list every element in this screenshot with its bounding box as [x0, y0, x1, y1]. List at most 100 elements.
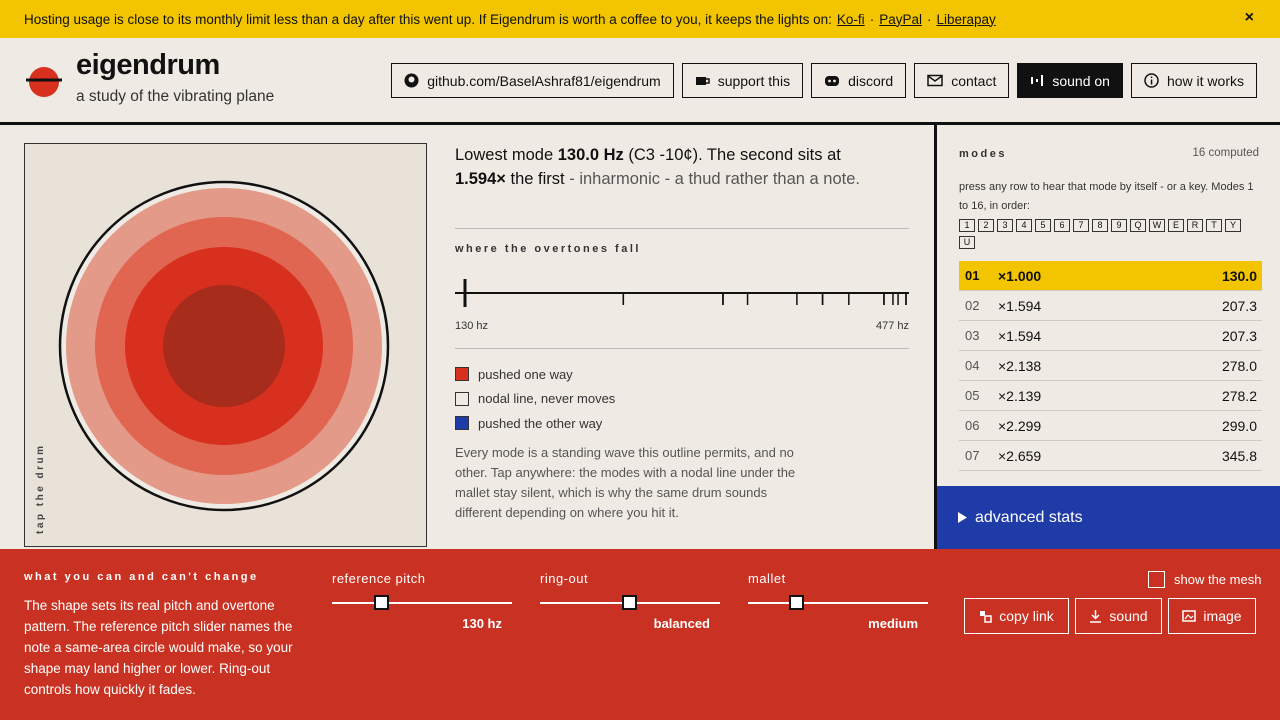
slider-thumb[interactable] [374, 595, 389, 610]
link[interactable]: PayPal [879, 11, 922, 27]
key[interactable]: 9 [1111, 219, 1127, 232]
slider[interactable]: mallet medium [748, 571, 928, 661]
nav-button[interactable]: support this [681, 63, 804, 98]
sound-button[interactable]: sound [1075, 598, 1162, 634]
key[interactable]: 7 [1073, 219, 1089, 232]
key[interactable]: Q [1130, 219, 1146, 232]
key[interactable]: 6 [1054, 219, 1070, 232]
mode-frequency: 207.3 [1221, 328, 1257, 344]
drum-canvas[interactable]: tap the drum [24, 143, 427, 547]
close-button[interactable]: × [1244, 9, 1254, 26]
controls-heading: what you can and can't change [24, 571, 259, 583]
modes-panel: modes 16 computed press any row to hear … [934, 125, 1280, 549]
legend-swatch [455, 416, 469, 431]
copy-link-button[interactable]: copy link [964, 598, 1069, 634]
legend-item: nodal line, never moves [455, 387, 615, 412]
image-button[interactable]: image [1168, 598, 1256, 634]
checkbox[interactable] [1148, 571, 1165, 588]
axis-max-label: 477 hz [876, 320, 909, 332]
button-label: sound [1109, 608, 1148, 624]
key[interactable]: U [959, 236, 975, 249]
slider-thumb[interactable] [789, 595, 804, 610]
icon [1182, 610, 1197, 622]
mode-number: 01 [965, 268, 980, 283]
slider[interactable]: ring-out balanced [540, 571, 720, 661]
mode-row[interactable]: 04 ×2.138 278.0 [959, 351, 1262, 381]
banner: Hosting usage is close to its monthly li… [0, 0, 1280, 38]
mode-number: 07 [965, 448, 980, 463]
mode-row[interactable]: 07 ×2.659 345.8 [959, 441, 1262, 471]
mode-ratio: ×2.299 [998, 418, 1042, 434]
key[interactable]: 8 [1092, 219, 1108, 232]
advanced-stats[interactable]: advanced stats [937, 486, 1280, 549]
icon [695, 77, 710, 85]
mode-ring [163, 285, 285, 407]
mode-ratio: ×1.000 [998, 268, 1042, 284]
app-subtitle: a study of the vibrating plane [76, 88, 275, 105]
mode-row[interactable]: 05 ×2.139 278.2 [959, 381, 1262, 411]
key[interactable]: 5 [1035, 219, 1051, 232]
nav-button[interactable]: contact [914, 63, 1010, 98]
nav-label: discord [848, 72, 894, 89]
link[interactable]: Liberapay [936, 11, 996, 27]
key[interactable]: 4 [1016, 219, 1032, 232]
key[interactable]: 2 [978, 219, 994, 232]
button-label: copy link [999, 608, 1054, 624]
legend-label: pushed one way [478, 366, 573, 382]
checkbox-label: show the mesh [1174, 572, 1262, 587]
nav: github.com/BaselAshraf81/eigendrum suppo… [391, 63, 1257, 98]
mode-ratio: ×1.594 [998, 328, 1042, 344]
link[interactable]: Ko-fi [836, 11, 865, 27]
nav-label: how it works [1166, 72, 1244, 89]
mode-row[interactable]: 06 ×2.299 299.0 [959, 411, 1262, 441]
mode-ratio: ×2.139 [998, 388, 1042, 404]
mode-ratio: ×2.659 [998, 448, 1042, 464]
slider-label: ring-out [540, 571, 589, 586]
drum-label: tap the drum [35, 443, 46, 534]
mode-ratio: ×1.594 [998, 298, 1042, 314]
key[interactable]: E [1168, 219, 1184, 232]
icon [1144, 73, 1159, 88]
legend-label: pushed the other way [478, 415, 603, 431]
slider-value: balanced [653, 616, 710, 631]
banner-text: Hosting usage is close to its monthly li… [24, 11, 832, 27]
mode-number: 06 [965, 418, 980, 433]
nav-button[interactable]: github.com/BaselAshraf81/eigendrum [391, 63, 674, 98]
summary-text: (C3 -10¢). The second sits at [628, 146, 841, 164]
legend: pushed one way nodal line, never moves pus… [455, 362, 615, 436]
mode-row[interactable]: 03 ×1.594 207.3 [959, 321, 1262, 351]
legend-item: pushed one way [455, 362, 615, 387]
summary-value: 1.594× [455, 170, 506, 188]
controls: what you can and can't change The shape … [0, 549, 1280, 720]
summary-text: the first [510, 170, 565, 188]
mesh-toggle[interactable]: show the mesh [1148, 571, 1261, 588]
key[interactable]: 3 [997, 219, 1013, 232]
mode-ratio: ×2.138 [998, 358, 1042, 374]
separator: · [926, 11, 932, 27]
legend-label: nodal line, never moves [478, 391, 616, 407]
key[interactable]: Y [1225, 219, 1241, 232]
slider-thumb[interactable] [622, 595, 637, 610]
divider [455, 228, 909, 229]
nav-button[interactable]: discord [811, 63, 907, 98]
mode-row[interactable]: 02 ×1.594 207.3 [959, 291, 1262, 321]
key[interactable]: W [1149, 219, 1165, 232]
mode-frequency: 207.3 [1221, 298, 1257, 314]
slider[interactable]: reference pitch 130 hz [332, 571, 512, 661]
app-title: eigendrum [76, 49, 220, 81]
icon [1031, 75, 1044, 86]
key[interactable]: R [1187, 219, 1203, 232]
slider-track [332, 602, 512, 604]
divider [455, 348, 909, 349]
key[interactable]: T [1206, 219, 1222, 232]
mode-row[interactable]: 01 ×1.000 130.0 [959, 261, 1262, 291]
key[interactable]: 1 [959, 219, 975, 232]
nav-button[interactable]: sound on [1017, 63, 1123, 98]
mode-number: 04 [965, 358, 980, 373]
mode-number: 02 [965, 298, 980, 313]
icon [958, 512, 967, 523]
nav-button[interactable]: how it works [1130, 63, 1257, 98]
icon [825, 76, 840, 86]
mode-frequency: 130.0 [1221, 268, 1257, 284]
